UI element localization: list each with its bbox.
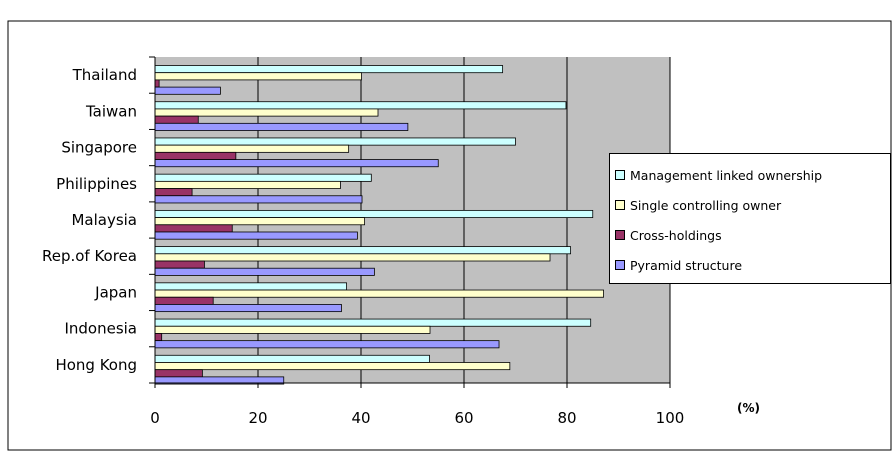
bar-management-linked-ownership-hong-kong: [154, 354, 430, 363]
x-tick-label: 80: [557, 409, 576, 427]
bar-cross-holdings-philippines: [154, 188, 193, 197]
legend-label: Management linked ownership: [630, 167, 823, 183]
category-label: Malaysia: [71, 211, 137, 229]
bar-single-controlling-owner-hong-kong: [154, 362, 511, 371]
tick-labels: 0 20 40 60 80 100 Thailand Taiwan Singapore Phili…: [42, 66, 684, 427]
legend-swatch: [615, 260, 625, 270]
legend-item: Single controlling owner: [610, 190, 890, 220]
legend-label: Pyramid structure: [630, 257, 743, 273]
bar-pyramid-structure-singapore: [154, 159, 439, 168]
bar-single-controlling-owner-malaysia: [154, 217, 366, 226]
category-label: Japan: [94, 283, 137, 301]
x-tick-label: 60: [454, 409, 473, 427]
bar-pyramid-structure-indonesia: [154, 340, 500, 349]
bar-pyramid-structure-japan: [154, 304, 342, 313]
x-tick-label: 0: [150, 409, 160, 427]
x-tick-label: 20: [248, 409, 267, 427]
bar-pyramid-structure-philippines: [154, 195, 363, 204]
category-label: Singapore: [61, 139, 137, 157]
bar-single-controlling-owner-indonesia: [154, 325, 431, 334]
bar-management-linked-ownership-thailand: [154, 65, 504, 74]
bar-cross-holdings-malaysia: [154, 224, 233, 233]
bar-management-linked-ownership-indonesia: [154, 318, 592, 327]
x-tick-label: 40: [351, 409, 370, 427]
bar-single-controlling-owner-singapore: [154, 144, 350, 153]
axes: [149, 56, 671, 388]
bar-management-linked-ownership-singapore: [154, 137, 516, 146]
x-axis-unit-label: (%): [737, 401, 760, 415]
legend: Management linked ownership Single contro…: [609, 153, 891, 284]
category-label: Rep.of Korea: [42, 247, 137, 265]
bar-management-linked-ownership-rep-of-korea: [154, 246, 572, 255]
legend-label: Cross-holdings: [630, 227, 722, 243]
bar-pyramid-structure-rep-of-korea: [154, 267, 375, 276]
bar-cross-holdings-taiwan: [154, 115, 199, 124]
category-label: Thailand: [72, 66, 137, 84]
category-label: Philippines: [56, 175, 137, 193]
bar-single-controlling-owner-taiwan: [154, 108, 379, 117]
legend-item: Management linked ownership: [610, 160, 890, 190]
bar-single-controlling-owner-thailand: [154, 72, 362, 81]
bar-single-controlling-owner-rep-of-korea: [154, 253, 551, 262]
bar-cross-holdings-thailand: [154, 79, 160, 88]
legend-item: Pyramid structure: [610, 250, 890, 280]
category-label: Hong Kong: [55, 356, 137, 374]
x-tick-label: 100: [656, 409, 685, 427]
bar-management-linked-ownership-malaysia: [154, 209, 594, 218]
legend-swatch: [615, 230, 625, 240]
bar-cross-holdings-singapore: [154, 151, 237, 160]
legend-label: Single controlling owner: [630, 197, 782, 213]
legend-swatch: [615, 170, 625, 180]
legend-swatch: [615, 200, 625, 210]
legend-item: Cross-holdings: [610, 220, 890, 250]
category-label: Indonesia: [64, 320, 137, 338]
bar-management-linked-ownership-taiwan: [154, 101, 567, 110]
bar-cross-holdings-rep-of-korea: [154, 260, 205, 269]
bar-cross-holdings-japan: [154, 296, 214, 305]
bar-cross-holdings-indonesia: [154, 333, 163, 342]
category-label: Taiwan: [85, 102, 137, 120]
bar-single-controlling-owner-japan: [154, 289, 604, 298]
bar-pyramid-structure-malaysia: [154, 231, 358, 240]
bar-management-linked-ownership-philippines: [154, 173, 372, 182]
bars: [154, 65, 604, 385]
bar-pyramid-structure-thailand: [154, 86, 221, 95]
bar-cross-holdings-hong-kong: [154, 369, 203, 378]
bar-pyramid-structure-taiwan: [154, 122, 409, 131]
bar-management-linked-ownership-japan: [154, 282, 347, 291]
bar-single-controlling-owner-philippines: [154, 180, 341, 189]
